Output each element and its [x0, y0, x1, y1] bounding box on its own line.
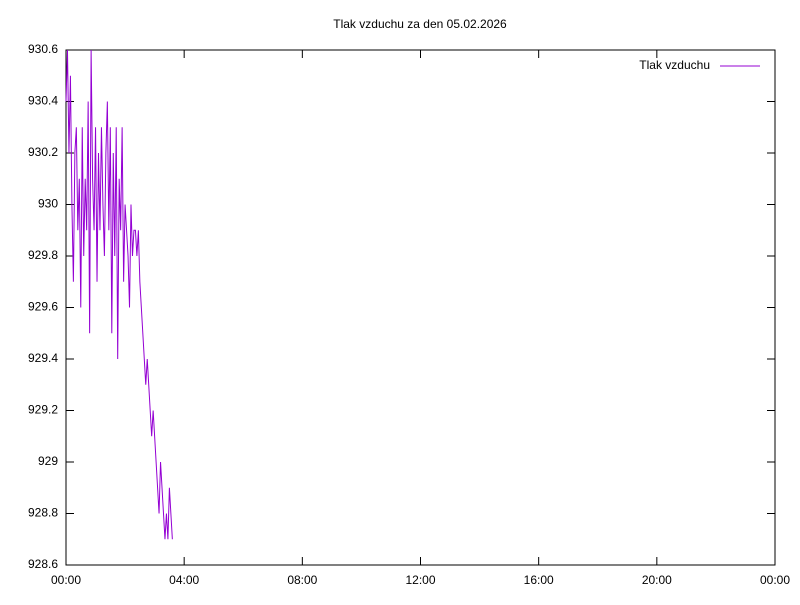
plot-border [65, 49, 776, 566]
x-tick-label: 20:00 [642, 573, 672, 587]
x-tick-label: 04:00 [169, 573, 199, 587]
y-tick-label: 930.6 [28, 42, 58, 56]
x-tick-label: 16:00 [524, 573, 554, 587]
x-tick-label: 08:00 [287, 573, 317, 587]
x-tick-label: 12:00 [405, 573, 435, 587]
y-tick-label: 929.2 [28, 403, 58, 417]
y-tick-label: 930 [38, 197, 58, 211]
y-tick-label: 929.8 [28, 248, 58, 262]
line-series [65, 49, 173, 540]
y-tick-label: 930.2 [28, 145, 58, 159]
y-tick-label: 929 [38, 454, 58, 468]
legend-label: Tlak vzduchu [639, 58, 710, 72]
y-tick-label: 928.6 [28, 557, 58, 571]
y-tick-label: 930.4 [28, 94, 58, 108]
chart-title: Tlak vzduchu za den 05.02.2026 [333, 17, 507, 31]
y-tick-label: 929.6 [28, 300, 58, 314]
x-tick-label: 00:00 [760, 573, 790, 587]
y-tick-label: 928.8 [28, 506, 58, 520]
y-tick-label: 929.4 [28, 351, 58, 365]
x-tick-label: 00:00 [51, 573, 81, 587]
